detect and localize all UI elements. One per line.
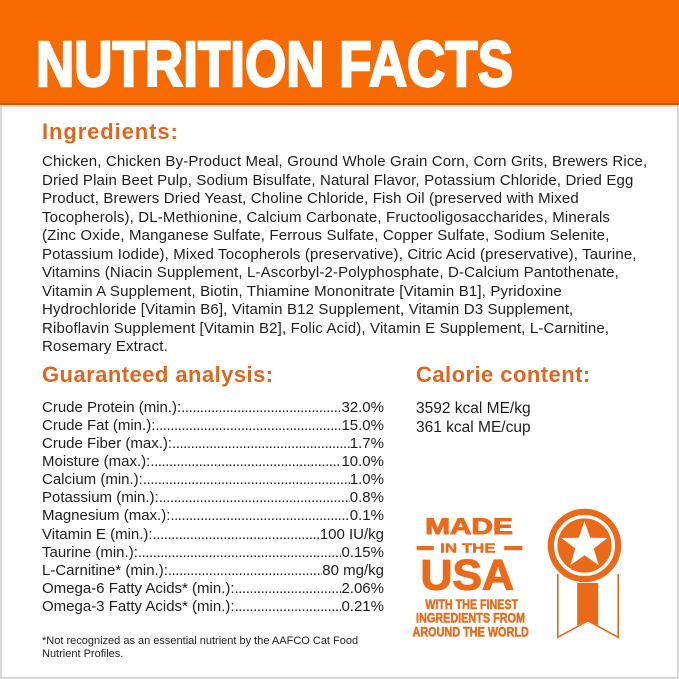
- svg-text:MADE: MADE: [425, 514, 513, 539]
- svg-text:WITH THE FINEST: WITH THE FINEST: [425, 597, 518, 612]
- svg-text:AROUND THE WORLD: AROUND THE WORLD: [413, 625, 530, 640]
- svg-text:USA: USA: [421, 551, 515, 599]
- svg-text:NUTRITION FACTS: NUTRITION FACTS: [36, 28, 513, 98]
- svg-text:IN THE: IN THE: [440, 540, 496, 555]
- svg-text:INGREDIENTS FROM: INGREDIENTS FROM: [416, 611, 525, 626]
